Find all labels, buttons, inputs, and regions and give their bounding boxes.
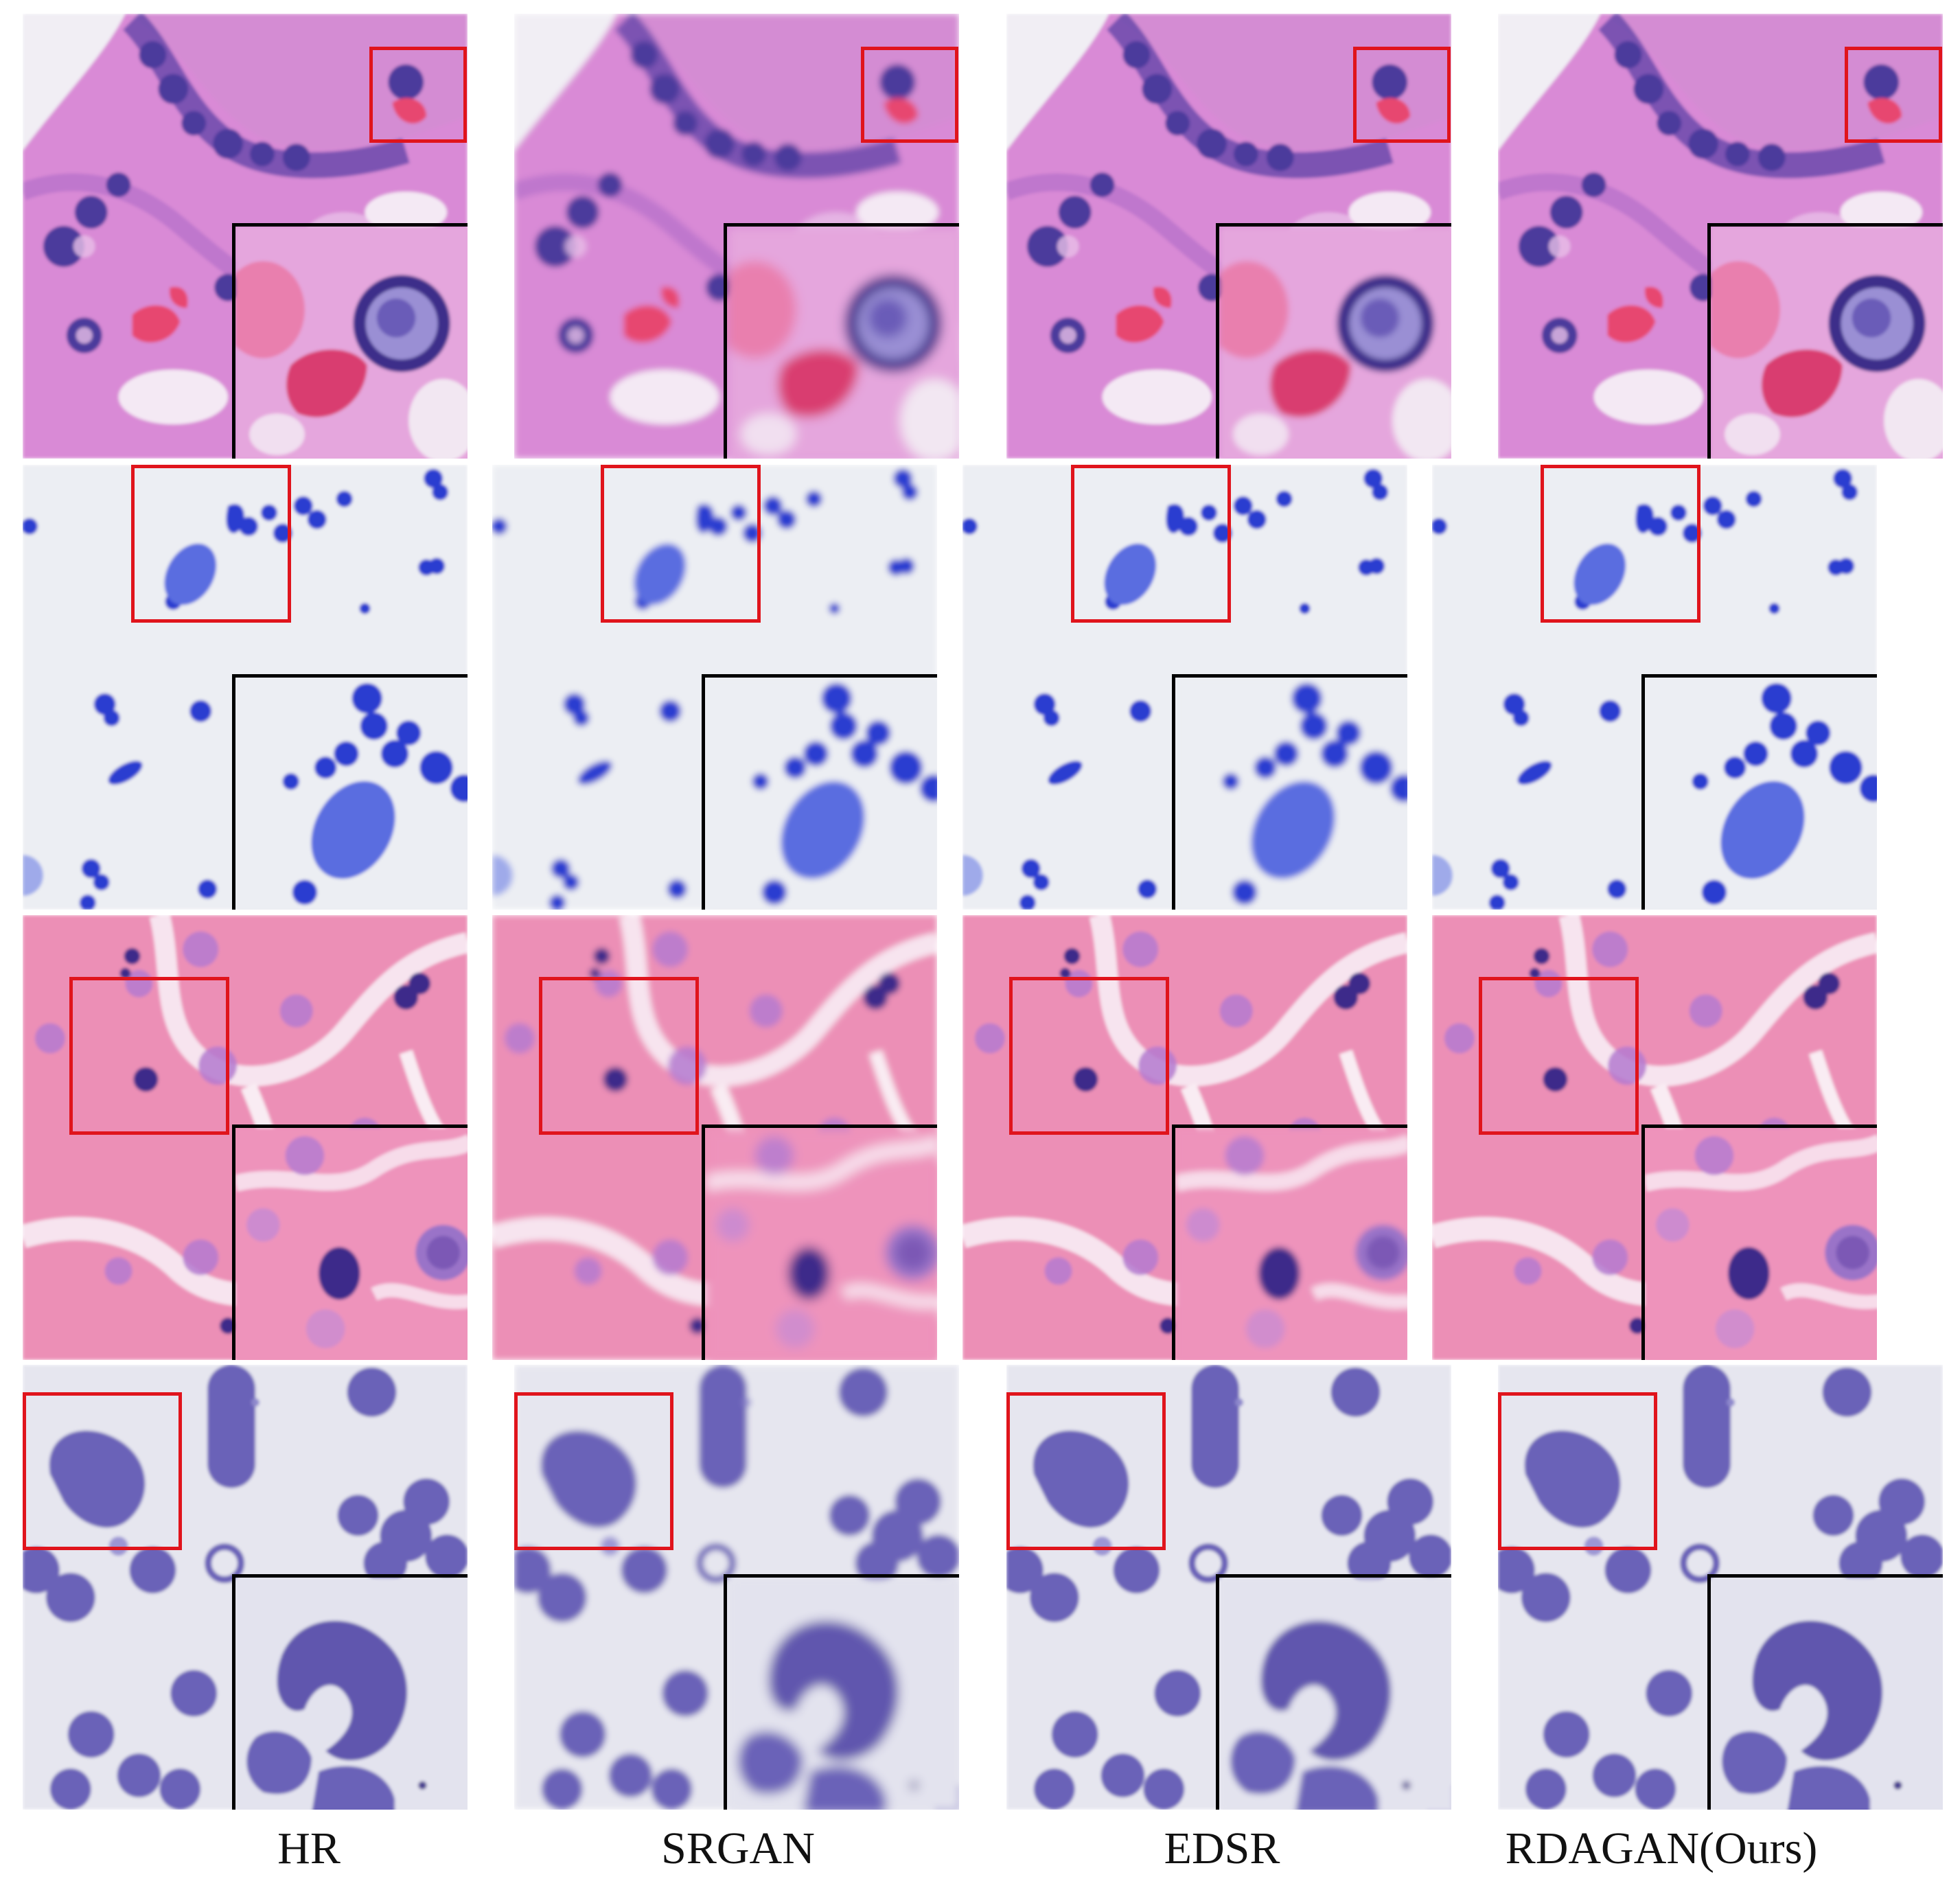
- row4-hr-zoom-region: [23, 1392, 182, 1550]
- row4-hr-inset-texture: [235, 1578, 468, 1810]
- row3-rdagan-zoom-region: [1479, 977, 1639, 1135]
- row2-hr-inset: [232, 674, 468, 910]
- row2-hr-zoom-region: [131, 465, 291, 623]
- row1-rdagan-inset-texture: [1711, 227, 1943, 459]
- label-rdagan: RDAGAN(Ours): [1505, 1823, 1818, 1873]
- row4-rdagan-inset-texture: [1711, 1578, 1943, 1810]
- row1-hr-image: [23, 14, 468, 459]
- row4-edsr-zoom-region: [1006, 1392, 1166, 1550]
- row1-edsr-zoom-region: [1353, 47, 1451, 143]
- row4-rdagan-zoom-region: [1498, 1392, 1657, 1550]
- row2-edsr-inset-texture: [1175, 678, 1407, 910]
- row4-srgan-inset: [724, 1574, 959, 1810]
- row1-srgan-image: [514, 14, 959, 459]
- row2-srgan-inset: [702, 674, 937, 910]
- row3-hr-zoom-region: [69, 977, 229, 1135]
- row3-rdagan-inset: [1641, 1124, 1877, 1360]
- row2-rdagan-image: [1432, 465, 1877, 910]
- row1-rdagan-image: [1498, 14, 1943, 459]
- row1-edsr-image: [1006, 14, 1451, 459]
- row2-hr-image: [23, 465, 468, 910]
- row3-srgan-inset: [702, 1124, 937, 1360]
- label-edsr: EDSR: [1164, 1823, 1280, 1873]
- row3-edsr-inset: [1172, 1124, 1407, 1360]
- row4-srgan-inset-texture: [727, 1578, 959, 1810]
- row3-hr-image: [23, 915, 468, 1360]
- row3-edsr-inset-texture: [1175, 1128, 1407, 1360]
- row1-hr-zoom-region: [369, 47, 467, 143]
- row3-srgan-inset-texture: [705, 1128, 937, 1360]
- label-srgan: SRGAN: [661, 1823, 815, 1873]
- row2-srgan-inset-texture: [705, 678, 937, 910]
- row1-srgan-zoom-region: [861, 47, 958, 143]
- row3-edsr-image: [962, 915, 1407, 1360]
- row4-srgan-zoom-region: [514, 1392, 673, 1550]
- row4-hr-image: [23, 1365, 468, 1810]
- row1-rdagan-zoom-region: [1845, 47, 1942, 143]
- row1-edsr-inset: [1216, 223, 1451, 459]
- row2-edsr-zoom-region: [1071, 465, 1231, 623]
- row4-edsr-image: [1006, 1365, 1451, 1810]
- row2-srgan-zoom-region: [601, 465, 761, 623]
- row1-srgan-inset-texture: [727, 227, 959, 459]
- row4-edsr-inset: [1216, 1574, 1451, 1810]
- row2-edsr-image: [962, 465, 1407, 910]
- row4-hr-inset: [232, 1574, 468, 1810]
- row4-rdagan-inset: [1707, 1574, 1943, 1810]
- row1-rdagan-inset: [1707, 223, 1943, 459]
- row2-edsr-inset: [1172, 674, 1407, 910]
- row1-hr-inset: [232, 223, 468, 459]
- row3-rdagan-image: [1432, 915, 1877, 1360]
- row1-srgan-inset: [724, 223, 959, 459]
- row3-rdagan-inset-texture: [1645, 1128, 1877, 1360]
- row2-srgan-image: [492, 465, 937, 910]
- row4-edsr-inset-texture: [1219, 1578, 1451, 1810]
- label-hr: HR: [277, 1823, 341, 1873]
- row3-hr-inset-texture: [235, 1128, 468, 1360]
- row4-srgan-image: [514, 1365, 959, 1810]
- row4-rdagan-image: [1498, 1365, 1943, 1810]
- row2-rdagan-zoom-region: [1541, 465, 1700, 623]
- row2-hr-inset-texture: [235, 678, 468, 910]
- row1-edsr-inset-texture: [1219, 227, 1451, 459]
- row1-hr-inset-texture: [235, 227, 468, 459]
- row3-edsr-zoom-region: [1009, 977, 1169, 1135]
- row3-srgan-image: [492, 915, 937, 1360]
- row2-rdagan-inset-texture: [1645, 678, 1877, 910]
- row2-rdagan-inset: [1641, 674, 1877, 910]
- row3-hr-inset: [232, 1124, 468, 1360]
- row3-srgan-zoom-region: [539, 977, 699, 1135]
